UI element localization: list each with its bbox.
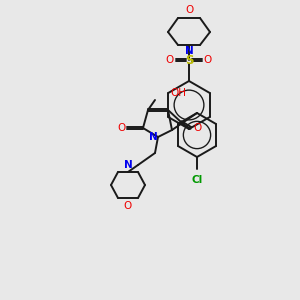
Text: N: N: [184, 46, 194, 56]
Text: O: O: [124, 201, 132, 211]
Text: N: N: [148, 132, 158, 142]
Text: N: N: [124, 160, 132, 170]
Text: O: O: [166, 55, 174, 65]
Text: O: O: [185, 5, 193, 15]
Text: S: S: [185, 53, 193, 67]
Text: O: O: [193, 123, 201, 133]
Text: Cl: Cl: [191, 175, 203, 185]
Text: O: O: [204, 55, 212, 65]
Text: OH: OH: [170, 88, 186, 98]
Text: O: O: [117, 123, 125, 133]
